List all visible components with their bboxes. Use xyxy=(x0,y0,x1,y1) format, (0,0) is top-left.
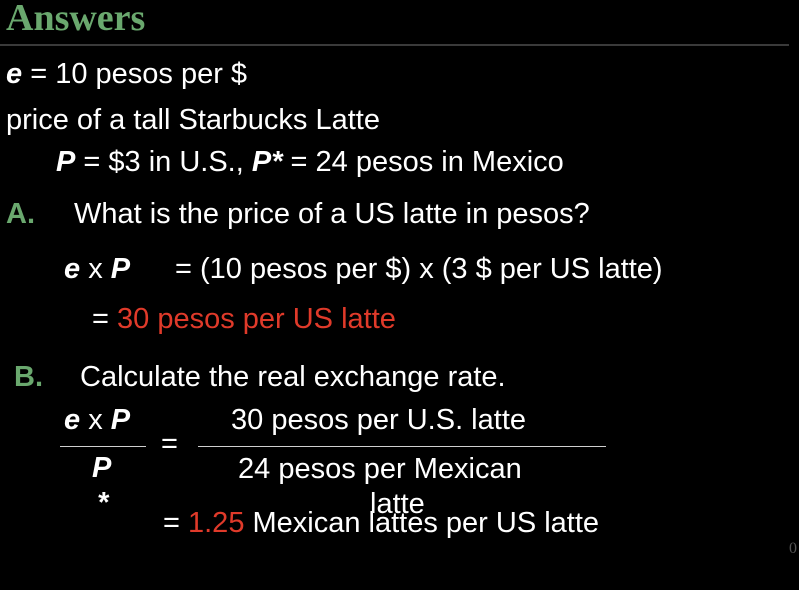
result-value: 30 pesos per US latte xyxy=(117,303,396,335)
prices-line: P = $3 in U.S., P* = 24 pesos in Mexico xyxy=(56,146,564,179)
rhs-denominator: 24 pesos per Mexican xyxy=(238,453,522,485)
question-a-result: = 30 pesos per US latte xyxy=(92,303,396,336)
slide-title: Answers xyxy=(6,0,146,39)
exchange-rate-text: = 10 pesos per $ xyxy=(22,58,248,90)
times-sign: x xyxy=(80,404,111,436)
question-a-rhs: = (10 pesos per $) x (3 $ per US latte) xyxy=(175,253,663,285)
mexico-price-text: = 24 pesos in Mexico xyxy=(282,146,564,178)
var-e: e xyxy=(64,253,81,285)
equals-sign: = xyxy=(92,303,117,335)
var-e: e xyxy=(6,58,23,90)
question-a-text: What is the price of a US latte in pesos… xyxy=(74,198,590,230)
result-value: 1.25 xyxy=(188,507,245,539)
var-p: P xyxy=(56,146,76,178)
rhs-denominator-wrap: latte xyxy=(370,488,425,520)
lhs-numerator: e x P xyxy=(64,404,130,437)
times-sign: x xyxy=(80,253,111,285)
us-price-text: = $3 in U.S., xyxy=(75,146,252,178)
question-b-label: B. xyxy=(14,361,43,393)
lhs-fraction-bar xyxy=(60,446,146,447)
exchange-rate-line: e = 10 pesos per $ xyxy=(6,58,247,91)
lhs-denominator-star: * xyxy=(97,487,109,519)
var-p: P xyxy=(110,253,131,285)
question-b-text: Calculate the real exchange rate. xyxy=(80,361,506,393)
rhs-numerator: 30 pesos per U.S. latte xyxy=(231,404,526,436)
title-divider xyxy=(0,44,789,46)
var-p: P xyxy=(110,404,131,436)
page-number: 0 xyxy=(789,540,797,557)
latte-price-heading: price of a tall Starbucks Latte xyxy=(6,104,380,136)
equals-sign: = xyxy=(163,507,188,539)
equals-sign: = xyxy=(161,428,178,460)
var-e: e xyxy=(64,404,81,436)
question-a-label: A. xyxy=(6,198,35,230)
question-b-result: = 1.25 Mexican lattes per US latte xyxy=(163,507,599,540)
result-unit: Mexican lattes per US latte xyxy=(244,507,600,539)
rhs-fraction-bar xyxy=(198,446,606,447)
question-a-lhs: e x P xyxy=(64,253,130,286)
var-p-star: P* xyxy=(251,146,283,178)
lhs-denominator-p: P xyxy=(92,452,112,484)
